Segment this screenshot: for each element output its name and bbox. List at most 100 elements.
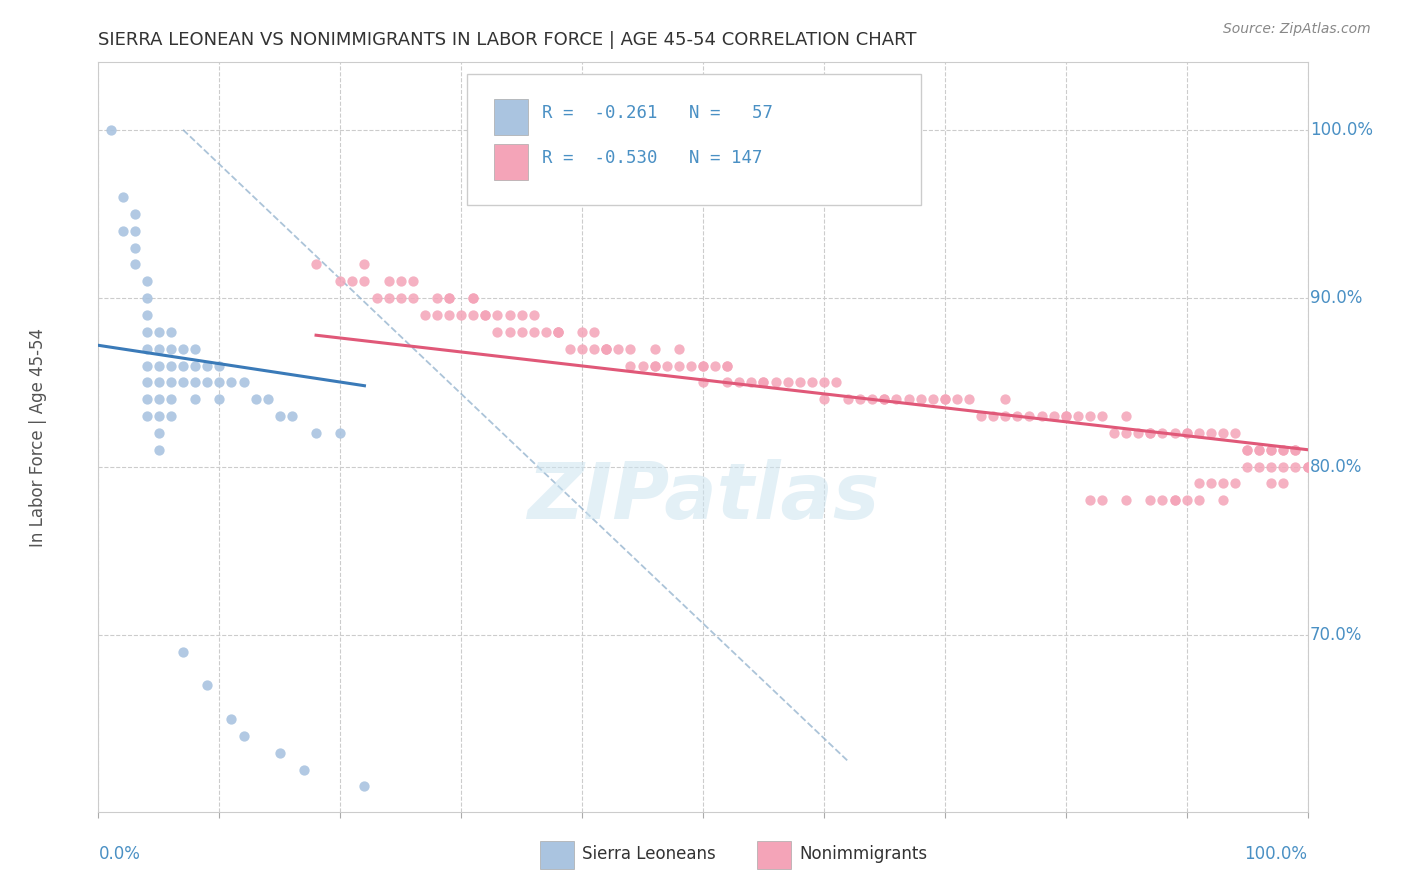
Point xyxy=(353,258,375,272)
Point xyxy=(148,325,170,339)
Point xyxy=(160,376,183,390)
Point xyxy=(148,409,170,423)
Point xyxy=(716,359,738,373)
Point xyxy=(148,442,170,457)
Point xyxy=(377,291,399,305)
Text: 0.0%: 0.0% xyxy=(98,846,141,863)
Point xyxy=(111,190,134,204)
Point xyxy=(135,409,157,423)
FancyBboxPatch shape xyxy=(758,841,792,870)
Point xyxy=(474,308,496,322)
Point xyxy=(994,392,1017,407)
Point xyxy=(1249,442,1271,457)
Point xyxy=(402,291,425,305)
Point xyxy=(1175,425,1198,440)
FancyBboxPatch shape xyxy=(467,74,921,205)
Point xyxy=(463,291,485,305)
Point xyxy=(1175,493,1198,508)
Point xyxy=(644,359,666,373)
Point xyxy=(486,308,509,322)
Text: Sierra Leoneans: Sierra Leoneans xyxy=(582,846,716,863)
Point xyxy=(389,291,412,305)
Point xyxy=(124,224,146,238)
Point xyxy=(921,392,943,407)
Text: R =  -0.530   N = 147: R = -0.530 N = 147 xyxy=(543,149,762,168)
Point xyxy=(631,359,654,373)
Point xyxy=(704,359,727,373)
Point xyxy=(644,359,666,373)
Point xyxy=(329,425,352,440)
Point xyxy=(1249,442,1271,457)
Point xyxy=(849,392,872,407)
Text: In Labor Force | Age 45-54: In Labor Force | Age 45-54 xyxy=(30,327,46,547)
Text: 100.0%: 100.0% xyxy=(1244,846,1308,863)
Point xyxy=(668,359,690,373)
Point xyxy=(1128,425,1150,440)
Point xyxy=(184,342,207,356)
Point xyxy=(765,376,787,390)
Point xyxy=(124,258,146,272)
Point xyxy=(100,123,122,137)
Text: 90.0%: 90.0% xyxy=(1310,289,1362,307)
Point xyxy=(1212,476,1234,491)
Point xyxy=(752,376,775,390)
Point xyxy=(510,308,533,322)
Point xyxy=(1163,493,1185,508)
Point xyxy=(1212,425,1234,440)
Point xyxy=(728,376,751,390)
Point xyxy=(1175,425,1198,440)
Point xyxy=(1260,442,1282,457)
Point xyxy=(644,342,666,356)
Point xyxy=(813,392,835,407)
Point xyxy=(934,392,956,407)
Point xyxy=(353,780,375,794)
Point xyxy=(619,342,641,356)
Point xyxy=(1054,409,1077,423)
Point xyxy=(195,376,218,390)
Point xyxy=(221,376,243,390)
Point xyxy=(232,376,254,390)
Point xyxy=(305,258,328,272)
Point xyxy=(1054,409,1077,423)
Point xyxy=(1284,442,1306,457)
Point xyxy=(534,325,557,339)
Point xyxy=(269,409,291,423)
Point xyxy=(437,308,460,322)
Point xyxy=(184,376,207,390)
Point xyxy=(426,291,449,305)
Point xyxy=(1272,442,1295,457)
Point xyxy=(135,392,157,407)
Point xyxy=(269,746,291,760)
Point xyxy=(413,308,436,322)
Point xyxy=(934,392,956,407)
Point xyxy=(172,645,194,659)
Point xyxy=(437,291,460,305)
Point xyxy=(583,342,606,356)
FancyBboxPatch shape xyxy=(540,841,574,870)
Point xyxy=(1236,442,1258,457)
Point xyxy=(1272,459,1295,474)
FancyBboxPatch shape xyxy=(494,145,527,180)
Point xyxy=(886,392,908,407)
Point xyxy=(148,425,170,440)
Point xyxy=(184,392,207,407)
Point xyxy=(1236,459,1258,474)
Point xyxy=(946,392,969,407)
Point xyxy=(1139,425,1161,440)
Point xyxy=(160,392,183,407)
Point xyxy=(1152,493,1174,508)
Point xyxy=(1139,425,1161,440)
Text: ZIPatlas: ZIPatlas xyxy=(527,459,879,535)
Point xyxy=(148,392,170,407)
Point xyxy=(135,376,157,390)
Point xyxy=(1188,493,1211,508)
Point xyxy=(160,409,183,423)
Point xyxy=(1284,459,1306,474)
Point xyxy=(1018,409,1040,423)
Point xyxy=(111,224,134,238)
Point xyxy=(221,712,243,726)
Point xyxy=(426,308,449,322)
Point xyxy=(208,376,231,390)
Point xyxy=(1163,425,1185,440)
Point xyxy=(619,359,641,373)
